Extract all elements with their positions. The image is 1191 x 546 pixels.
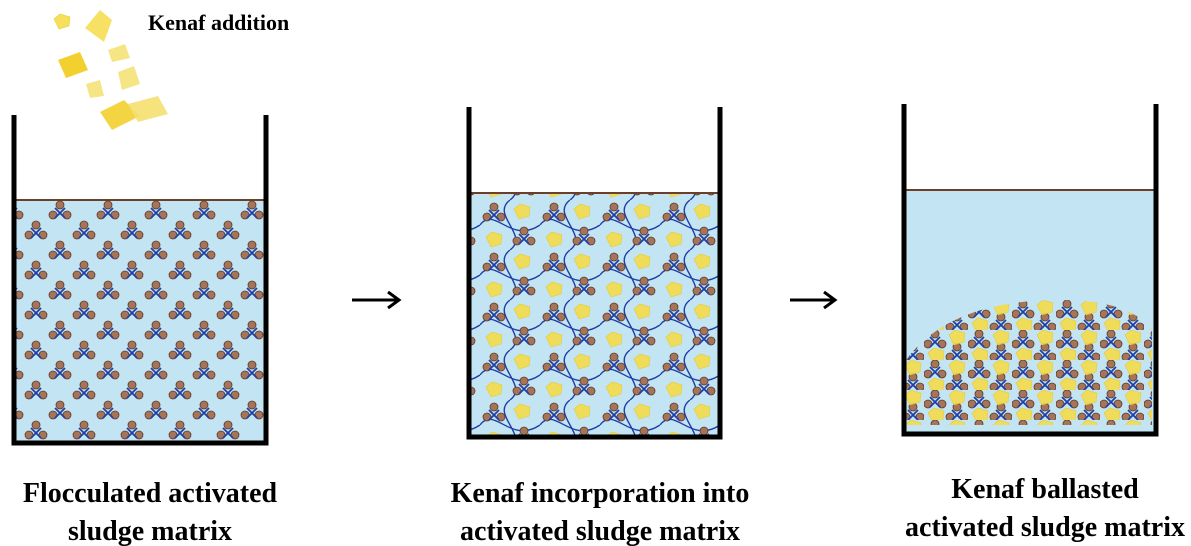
- beaker: [469, 107, 720, 437]
- beaker: [14, 115, 266, 443]
- arrow: [790, 292, 835, 308]
- caption: activated sludge matrix: [905, 512, 1185, 543]
- page: {"annotation": "Kenaf addition", "panels…: [0, 0, 1191, 546]
- caption: activated sludge matrix: [460, 516, 740, 546]
- caption: Kenaf incorporation into: [451, 478, 750, 509]
- caption: Kenaf ballasted: [951, 474, 1139, 505]
- diagram: Kenaf addition Flocculated activated slu…: [0, 0, 1191, 546]
- arrow: [352, 292, 399, 308]
- caption: Flocculated activated: [23, 478, 278, 509]
- caption: sludge matrix: [68, 516, 232, 546]
- annotation: Kenaf addition: [148, 10, 289, 35]
- beaker: [904, 104, 1156, 434]
